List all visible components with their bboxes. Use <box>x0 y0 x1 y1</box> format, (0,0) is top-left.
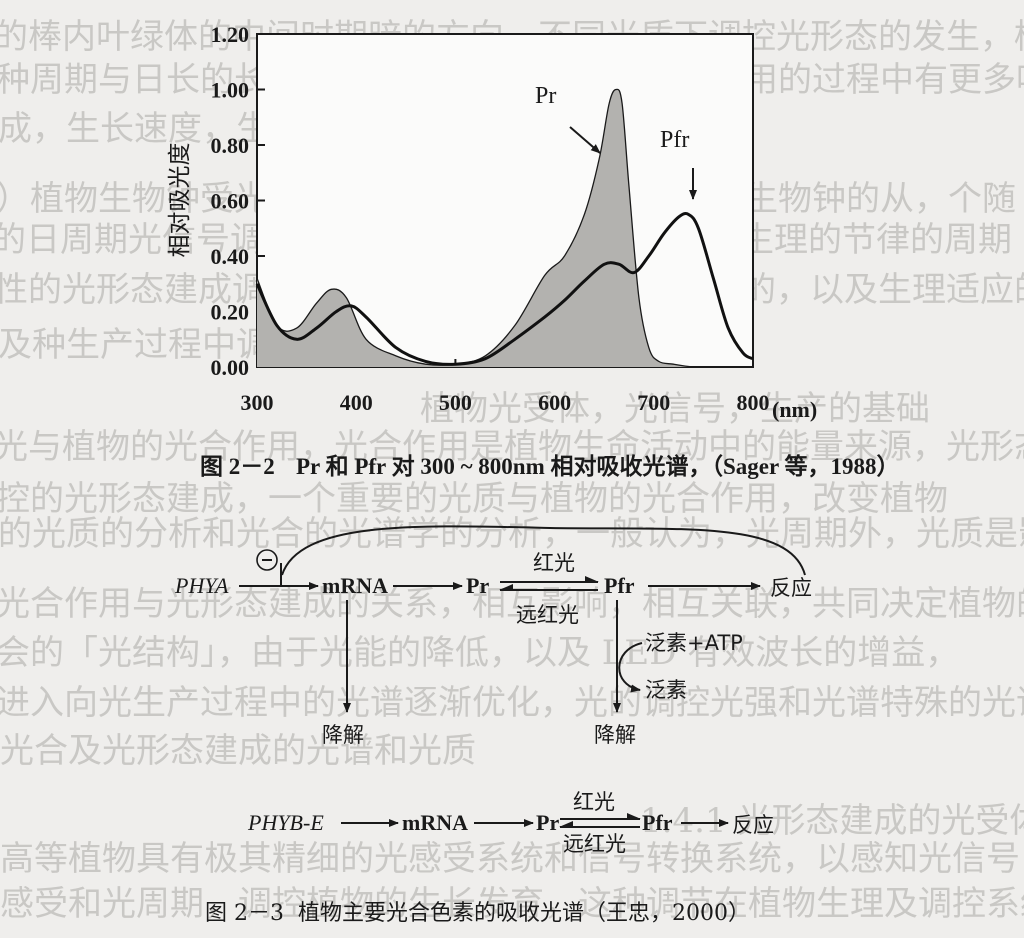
x-tick-label: 700 <box>637 390 670 415</box>
x-axis-unit: (nm) <box>772 397 817 422</box>
response-label-2: 反应 <box>732 813 774 837</box>
phya-label: PHYA <box>174 573 229 598</box>
bleed-text-line: 光与植物的光合作用，光合作用是植物生命活动中的能量来源，光形态建成 <box>0 427 1024 467</box>
ubiquitin-atp-label: 泛素+ATP <box>645 631 743 655</box>
phya-pathway-diagram: PHYA mRNA Pr 红光 远红光 Pfr 反应 降解 降解 泛素+ATP … <box>174 525 812 747</box>
far-red-label: 远红光 <box>516 603 579 627</box>
y-axis: 0.00 0.20 0.40 0.60 0.80 1.00 1.20 <box>211 22 265 380</box>
bleed-text-line: 感受和光周期，调控植物的生长发育，这种调节在植物生理及调控系统 <box>0 884 1024 924</box>
x-tick-label: 600 <box>538 390 571 415</box>
mrna-label-2: mRNA <box>402 810 468 835</box>
phybe-label: PHYB-E <box>247 810 324 835</box>
red-light-label: 红光 <box>533 551 575 575</box>
pr-label: Pr <box>466 573 489 598</box>
y-tick-label: 0.20 <box>211 300 250 325</box>
mrna-label: mRNA <box>322 573 388 598</box>
pr-series-line <box>256 88 753 368</box>
inhibit-symbol <box>256 549 278 571</box>
pfr-series-line <box>255 212 754 366</box>
y-tick-label: 1.20 <box>211 22 250 47</box>
feedback-arc <box>281 525 806 576</box>
x-tick-label: 400 <box>340 390 373 415</box>
far-red-label-2: 远红光 <box>563 832 626 856</box>
caption-text-2: 植物主要光合色素的吸收光谱（王忠，2000） <box>298 901 750 926</box>
figure-2-2-caption: 图 2－2 Pr 和 Pfr 对 300 ~ 800nm 相对吸收光谱，（Sag… <box>200 453 900 479</box>
absorption-chart: 0.00 0.20 0.40 0.60 0.80 1.00 1.20 300 400 500 60… <box>167 22 817 422</box>
bleed-text-line: 进入向光生产过程中的光谱逐渐优化，光的调控光强和光谱特殊的光谱 <box>0 683 1024 723</box>
y-tick-label: 0.60 <box>211 189 250 214</box>
degrade-label-1: 降解 <box>322 723 364 747</box>
caption-number-2: 图 2－3 <box>205 901 284 926</box>
x-tick-label: 800 <box>737 390 770 415</box>
pfr-label-2: Pfr <box>642 810 673 835</box>
x-tick-label: 500 <box>439 390 472 415</box>
pfr-annotation: Pfr <box>660 127 689 153</box>
pr-series-area <box>257 89 753 368</box>
bleed-text-line: 植物光受体，光信号，生产的基础 <box>420 389 930 429</box>
y-tick-label: 0.40 <box>211 244 250 269</box>
y-axis-label: 相对吸光度 <box>167 143 193 258</box>
pr-label-2: Pr <box>536 810 559 835</box>
bleed-text-line: 控的光形态建成，一个重要的光质与植物的光合作用，改变植物 <box>0 479 948 519</box>
y-tick-label: 0.80 <box>211 133 250 158</box>
bleed-text-line: 高等植物具有极其精细的光感受系统和信号转换系统，以感知光信号 <box>0 839 1020 879</box>
ubiquitin-curve <box>618 642 643 693</box>
bleed-text-line: 的光质的分析和光合的光谱学的分析，一般认为，光周期外，光质是影响植物 <box>0 514 1024 554</box>
pr-annotation: Pr <box>535 83 556 109</box>
y-tick-label: 1.00 <box>211 78 250 103</box>
bleed-text-line: 1.4.1 光形态建成的光受体 <box>640 801 1024 841</box>
pr-annotation-arrow <box>569 126 601 154</box>
pfr-label: Pfr <box>604 573 635 598</box>
response-label: 反应 <box>770 576 812 600</box>
ubiquitin-label: 泛素 <box>645 678 687 702</box>
degrade-label-2: 降解 <box>594 723 636 747</box>
bleed-text-line: 光合及光形态建成的光谱和光质 <box>0 731 476 771</box>
red-light-label-2: 红光 <box>573 790 615 814</box>
caption-number: 图 2－2 <box>200 454 275 479</box>
x-tick-label: 300 <box>241 390 274 415</box>
phyb-e-pathway-diagram: PHYB-E mRNA Pr 红光 远红光 Pfr 反应 <box>247 790 774 856</box>
bleed-text-line: 会的「光结构」，由于光能的降低，以及 LED 有效波长的增益， <box>0 633 959 673</box>
caption-text: Pr 和 Pfr 对 300 ~ 800nm 相对吸收光谱，（Sager 等，1… <box>296 453 900 479</box>
figure-2-3-caption: 图 2－3 植物主要光合色素的吸收光谱（王忠，2000） <box>205 901 750 926</box>
x-axis: 300 400 500 600 700 800 <box>241 359 770 415</box>
chart-series <box>255 88 754 368</box>
y-tick-label: 0.00 <box>211 355 250 380</box>
